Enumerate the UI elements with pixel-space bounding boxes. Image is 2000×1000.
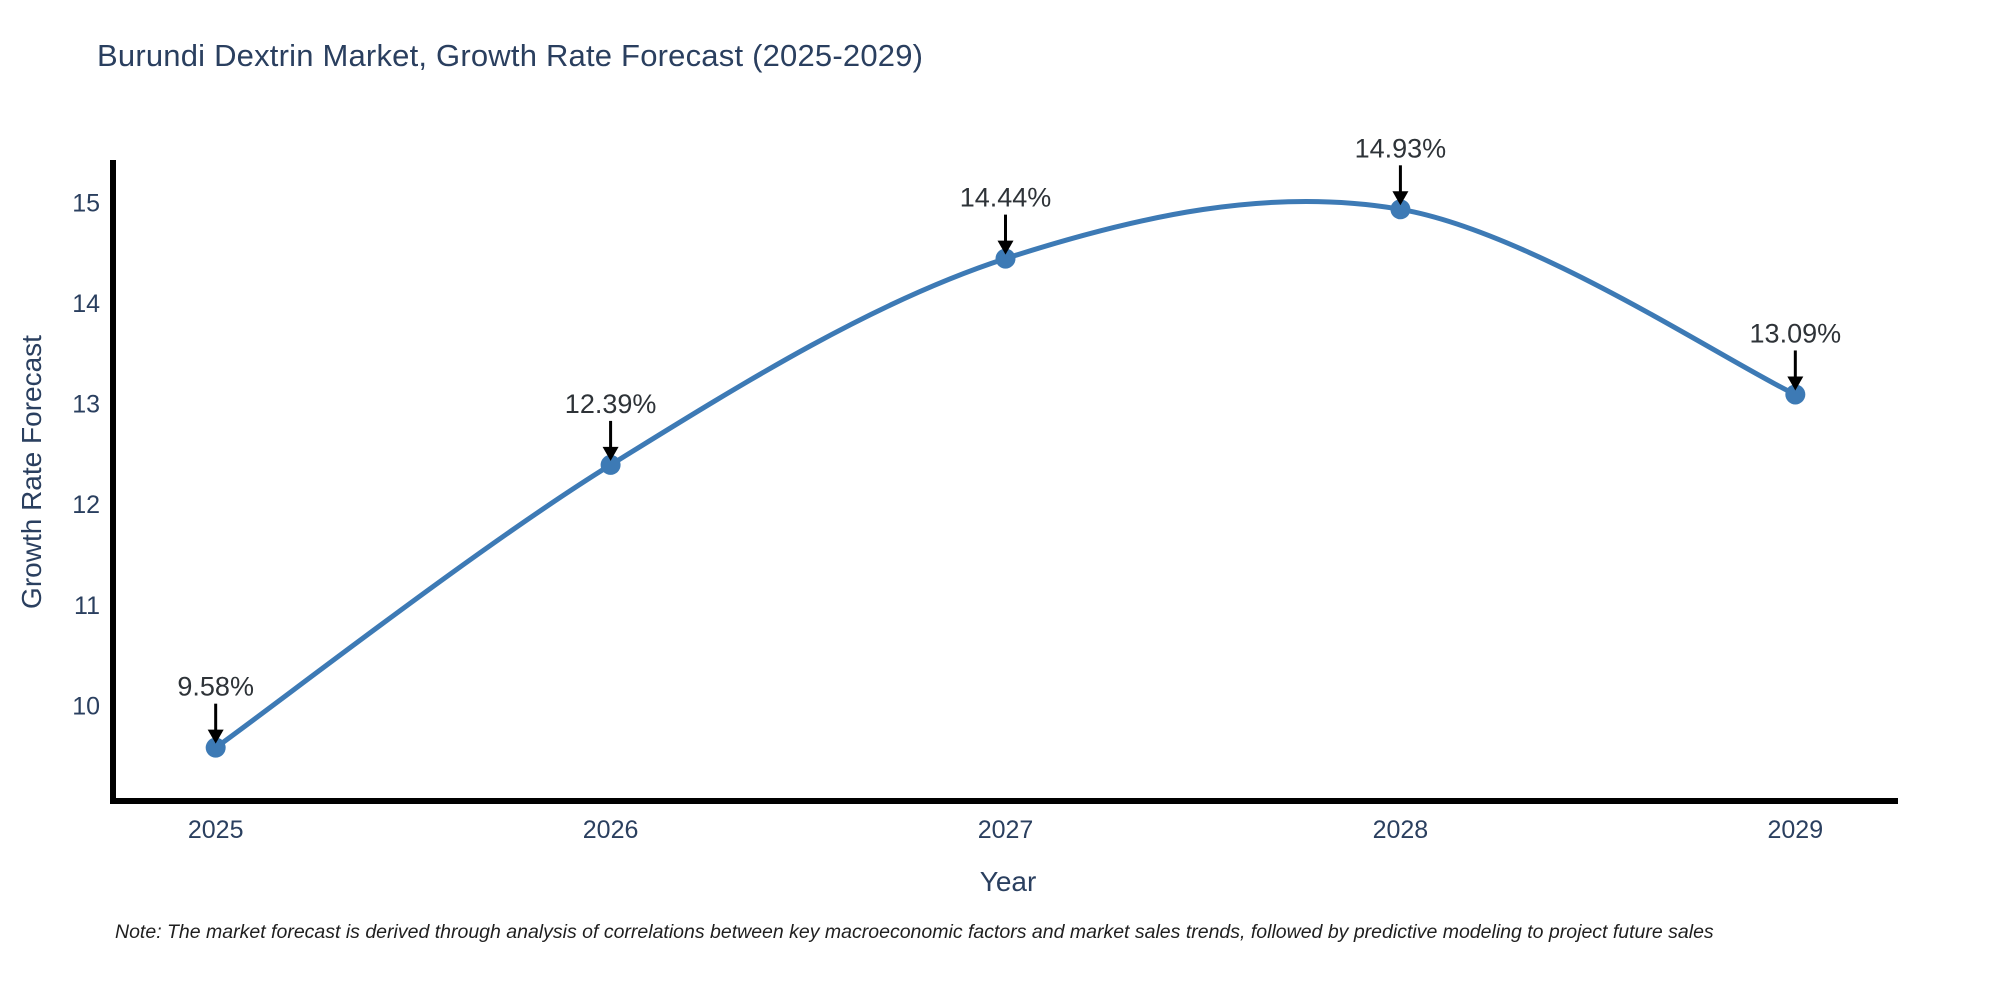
x-tick-label: 2025	[188, 816, 244, 844]
annotation-arrowhead	[602, 446, 619, 461]
point-value-label: 14.93%	[1355, 133, 1447, 163]
point-value-label: 13.09%	[1750, 318, 1842, 348]
annotation-arrowhead	[1392, 191, 1409, 206]
y-tick-label: 13	[72, 391, 100, 419]
data-point-marker	[1390, 199, 1411, 220]
point-value-label: 14.44%	[960, 183, 1052, 213]
x-axis-title: Year	[979, 866, 1037, 897]
x-tick-label: 2027	[978, 816, 1034, 844]
y-axis-title: Growth Rate Forecast	[16, 335, 47, 609]
data-point-marker	[1785, 384, 1806, 405]
annotation-arrowhead	[207, 729, 224, 744]
y-tick-label: 14	[72, 290, 100, 318]
axis-spines	[110, 160, 1898, 804]
data-point-marker	[995, 248, 1016, 269]
x-tick-label: 2029	[1768, 816, 1824, 844]
footnote-text: Note: The market forecast is derived thr…	[115, 921, 1714, 943]
annotation-arrowhead	[1787, 376, 1804, 391]
point-value-label: 12.39%	[565, 389, 657, 419]
y-tick-label: 15	[72, 189, 100, 217]
data-point-marker	[205, 737, 226, 758]
data-point-marker	[600, 454, 621, 475]
y-tick-label: 12	[72, 491, 100, 519]
y-tick-label: 11	[74, 592, 100, 620]
y-tick-label: 10	[72, 692, 100, 720]
forecast-line	[214, 198, 1797, 750]
chart-title: Burundi Dextrin Market, Growth Rate Fore…	[97, 38, 924, 73]
point-value-label: 9.58%	[177, 672, 254, 702]
annotation-arrowhead	[997, 240, 1014, 255]
x-tick-label: 2028	[1373, 816, 1429, 844]
x-tick-label: 2026	[583, 816, 639, 844]
